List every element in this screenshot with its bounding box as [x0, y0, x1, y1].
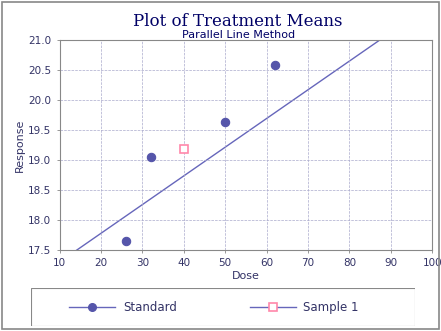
Text: Plot of Treatment Means: Plot of Treatment Means: [133, 13, 343, 30]
Y-axis label: Response: Response: [15, 118, 25, 171]
Text: Parallel Line Method: Parallel Line Method: [182, 30, 295, 40]
X-axis label: Dose: Dose: [232, 271, 260, 281]
Text: Sample 1: Sample 1: [303, 301, 359, 313]
Text: Standard: Standard: [123, 301, 177, 313]
